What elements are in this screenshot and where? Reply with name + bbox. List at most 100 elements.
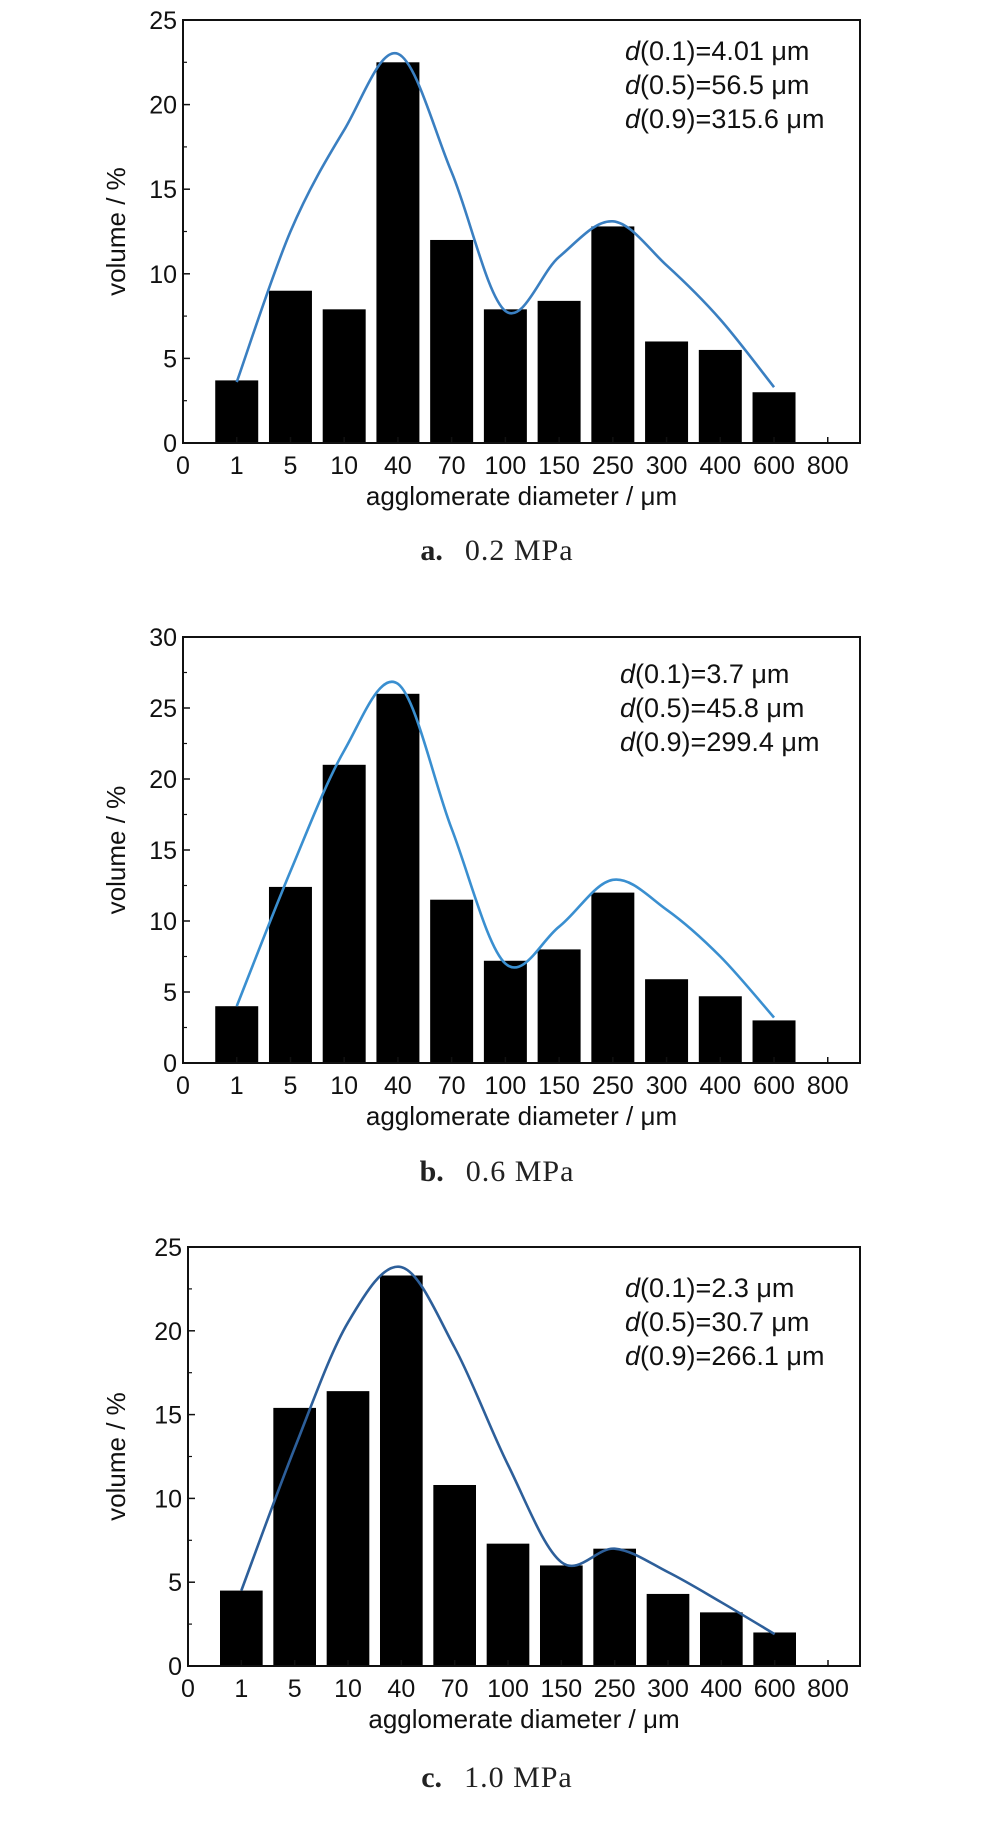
x-tick-label: 100 — [485, 1072, 527, 1100]
bar-300 — [646, 1593, 690, 1666]
stat-annotation: d(0.5)=56.5 μm — [625, 70, 809, 100]
panel-caption: c. 1.0 MPa — [421, 1761, 573, 1794]
y-tick-label: 20 — [149, 92, 177, 120]
stat-prefix: d — [625, 36, 641, 66]
y-tick-label: 10 — [154, 1485, 182, 1513]
y-tick-label: 20 — [154, 1318, 182, 1346]
bar-150 — [537, 300, 581, 443]
y-tick-label: 25 — [149, 695, 177, 723]
x-tick-label: 10 — [330, 1072, 358, 1100]
stat-prefix: d — [625, 1307, 641, 1337]
x-axis-title: agglomerate diameter / μm — [366, 1101, 677, 1131]
x-tick-label: 5 — [288, 1675, 302, 1703]
y-tick-label: 30 — [149, 624, 177, 652]
x-tick-label: 250 — [594, 1675, 636, 1703]
x-tick-label: 70 — [438, 452, 466, 480]
bar-70 — [433, 1484, 476, 1666]
y-tick-label: 5 — [163, 345, 177, 373]
panel-caption: a. 0.2 MPa — [420, 534, 573, 567]
y-tick-label: 15 — [154, 1402, 182, 1430]
stat-prefix: d — [625, 70, 641, 100]
stat-annotation: d(0.1)=2.3 μm — [625, 1273, 794, 1303]
x-tick-label: 300 — [646, 452, 688, 480]
bar-600 — [752, 392, 796, 443]
stat-annotation: d(0.9)=266.1 μm — [625, 1341, 824, 1371]
x-tick-label: 150 — [538, 452, 580, 480]
y-axis-title: volume / % — [101, 167, 131, 296]
y-tick-label: 25 — [149, 7, 177, 35]
bar-10 — [326, 1391, 370, 1666]
x-tick-label: 0 — [176, 452, 190, 480]
stat-prefix: d — [625, 1273, 641, 1303]
x-tick-label: 250 — [592, 1072, 634, 1100]
y-tick-label: 15 — [149, 837, 177, 865]
bar-600 — [752, 1020, 796, 1063]
x-axis-title: agglomerate diameter / μm — [366, 481, 677, 511]
x-tick-label: 5 — [284, 1072, 298, 1100]
x-tick-label: 40 — [387, 1675, 415, 1703]
stat-annotation: d(0.9)=315.6 μm — [625, 104, 824, 134]
stat-prefix: d — [625, 104, 641, 134]
panel-letter: c. — [421, 1761, 442, 1794]
stat-value: (0.9)=299.4 μm — [635, 727, 819, 757]
y-tick-label: 10 — [149, 908, 177, 936]
x-tick-label: 600 — [754, 1675, 796, 1703]
x-tick-label: 70 — [438, 1072, 466, 1100]
y-tick-label: 0 — [163, 1050, 177, 1078]
stat-value: (0.9)=315.6 μm — [640, 104, 824, 134]
bar-40 — [376, 62, 420, 444]
stat-value: (0.1)=3.7 μm — [635, 659, 789, 689]
stat-value: (0.1)=2.3 μm — [640, 1273, 794, 1303]
x-tick-label: 100 — [487, 1675, 529, 1703]
bar-150 — [540, 1565, 583, 1666]
y-tick-label: 10 — [149, 261, 177, 289]
stat-prefix: d — [620, 693, 636, 723]
stat-value: (0.1)=4.01 μm — [640, 36, 809, 66]
bar-100 — [483, 960, 527, 1063]
x-axis-title: agglomerate diameter / μm — [368, 1704, 679, 1734]
x-tick-label: 400 — [700, 1675, 742, 1703]
x-tick-label: 300 — [646, 1072, 688, 1100]
bar-100 — [486, 1543, 530, 1666]
bar-40 — [380, 1275, 423, 1666]
y-tick-label: 5 — [168, 1569, 182, 1597]
x-tick-label: 800 — [807, 452, 849, 480]
bar-70 — [430, 239, 474, 443]
stat-value: (0.9)=266.1 μm — [640, 1341, 824, 1371]
panel-pressure: 0.6 MPa — [466, 1155, 575, 1188]
bar-250 — [591, 892, 635, 1063]
y-axis-title: volume / % — [101, 786, 131, 915]
bar-400 — [698, 349, 742, 443]
stat-prefix: d — [625, 1341, 641, 1371]
x-tick-label: 1 — [234, 1675, 248, 1703]
panel-caption: b. 0.6 MPa — [420, 1155, 575, 1188]
stat-annotation: d(0.1)=4.01 μm — [625, 36, 809, 66]
bar-250 — [591, 226, 635, 443]
x-tick-label: 0 — [181, 1675, 195, 1703]
y-tick-label: 5 — [163, 979, 177, 1007]
bar-5 — [268, 886, 312, 1063]
x-tick-label: 250 — [592, 452, 634, 480]
x-tick-label: 800 — [807, 1675, 849, 1703]
x-tick-label: 400 — [699, 452, 741, 480]
x-tick-label: 1 — [230, 452, 244, 480]
x-tick-label: 10 — [334, 1675, 362, 1703]
stat-annotation: d(0.1)=3.7 μm — [620, 659, 789, 689]
x-tick-label: 40 — [384, 452, 412, 480]
stat-prefix: d — [620, 659, 636, 689]
x-tick-label: 1 — [230, 1072, 244, 1100]
chart-panel-2: 0 1 5 10 40 70 100 150 250 300 400 600 8000510152025… — [101, 624, 861, 1188]
panel-pressure: 1.0 MPa — [464, 1761, 573, 1794]
bar-1 — [215, 380, 259, 443]
x-tick-label: 70 — [441, 1675, 469, 1703]
panel-letter: a. — [420, 534, 443, 567]
stat-prefix: d — [620, 727, 636, 757]
bar-150 — [537, 949, 581, 1063]
bar-100 — [483, 309, 527, 443]
stat-value: (0.5)=45.8 μm — [635, 693, 804, 723]
bar-400 — [700, 1612, 743, 1666]
x-tick-label: 300 — [647, 1675, 689, 1703]
fit-curve-line — [235, 680, 776, 1019]
stat-annotation: d(0.5)=45.8 μm — [620, 693, 804, 723]
